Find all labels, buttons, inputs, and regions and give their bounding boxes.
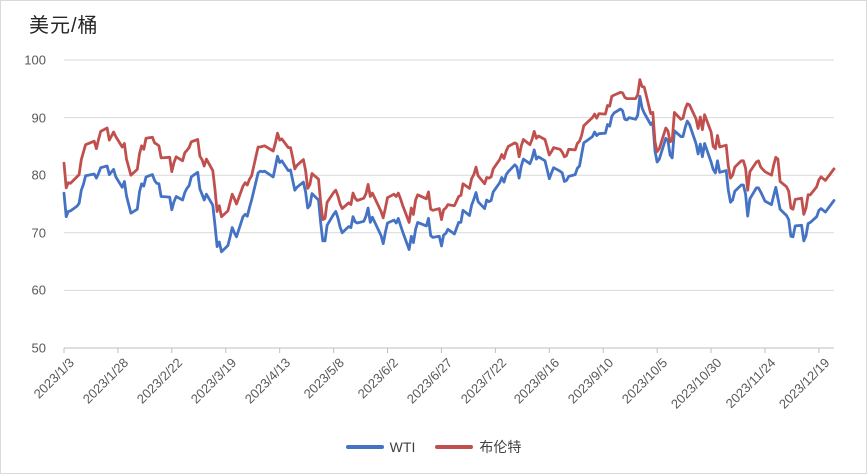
y-tick-label: 60: [31, 282, 46, 298]
brent-line-swatch: [435, 445, 474, 449]
y-tick-label: 50: [31, 340, 46, 356]
legend-label-wti: WTI: [389, 439, 416, 455]
y-tick-label: 80: [31, 167, 46, 183]
wti-line-swatch: [345, 445, 384, 449]
brent-line: [62, 78, 836, 224]
wti-line: [62, 94, 836, 254]
legend-item-brent: 布伦特: [435, 437, 521, 457]
chart-title: 美元/桶: [29, 15, 99, 37]
legend-item-wti: WTI: [345, 439, 416, 455]
legend: WTI 布伦特: [1, 437, 866, 457]
y-tick-label: 100: [24, 52, 46, 68]
legend-label-brent: 布伦特: [479, 439, 522, 455]
y-tick-label: 90: [31, 110, 46, 126]
y-tick-label: 70: [31, 225, 46, 241]
